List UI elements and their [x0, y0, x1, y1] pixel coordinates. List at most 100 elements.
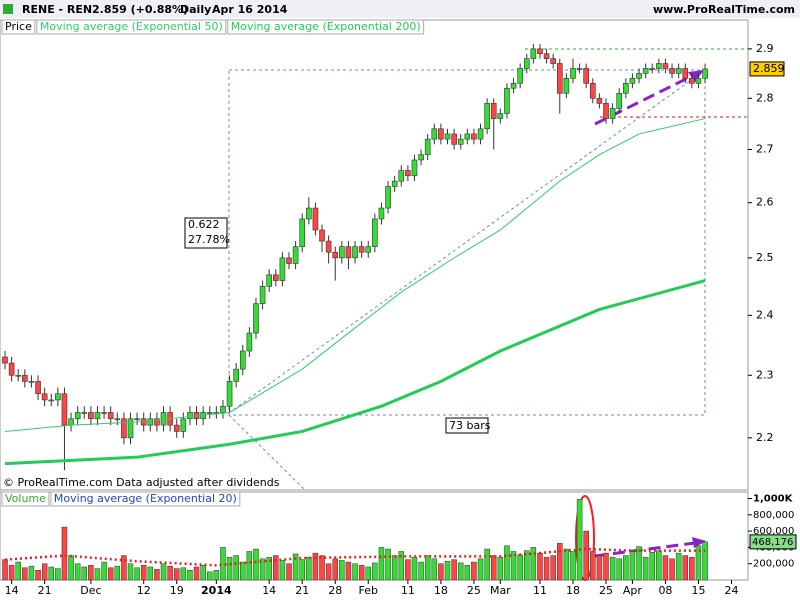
volume-bar	[286, 563, 292, 581]
site: www.ProRealTime.com	[653, 3, 795, 16]
candle-body	[702, 68, 708, 79]
volume-bar	[94, 568, 101, 581]
candle-body	[550, 58, 556, 64]
candle-body	[286, 257, 292, 264]
x-tick-label: 21	[38, 584, 52, 597]
volume-bar	[695, 545, 702, 581]
candle-body	[94, 412, 101, 420]
volume-bar	[140, 565, 147, 581]
volume-bar	[596, 555, 603, 581]
volume-bar	[41, 563, 48, 581]
volume-bar	[391, 555, 398, 581]
volume-bar	[490, 555, 497, 581]
volume-bar	[292, 553, 299, 581]
volume-bar	[147, 566, 154, 581]
candle-body	[616, 92, 623, 109]
x-tick-label: Feb	[359, 584, 378, 597]
volume-bar	[550, 555, 556, 581]
volume-bar	[187, 569, 193, 581]
candle-body	[556, 63, 563, 94]
volume-bar	[649, 552, 655, 581]
volume-bar	[590, 551, 596, 581]
change: 2.859 (+0.88%)	[92, 3, 188, 16]
volume-bar	[372, 562, 378, 581]
volume-bar	[385, 548, 391, 581]
arrow-head	[688, 70, 704, 82]
y-tick-label: 2.5	[756, 251, 774, 264]
candle-body	[279, 257, 286, 281]
candle-body	[444, 133, 451, 140]
candle-body	[477, 128, 484, 140]
volume-bar	[464, 565, 471, 581]
volume-bar	[22, 567, 28, 581]
candle-body	[206, 412, 213, 414]
volume-bar	[68, 555, 74, 581]
volume-bar	[193, 566, 200, 581]
x-tick-label: 11	[401, 584, 415, 597]
x-tick-label: 28	[328, 584, 342, 597]
volume-bar	[167, 565, 173, 581]
x-tick-label: 15	[691, 584, 705, 597]
candle-body	[81, 412, 88, 414]
candle-body	[504, 87, 510, 114]
candle-body	[609, 108, 616, 119]
volume-bar	[332, 558, 338, 581]
legend-entry: Moving average (Exponential 200)	[231, 20, 421, 33]
candle-body	[48, 399, 55, 402]
volume-bar	[88, 565, 94, 581]
volume-bar	[517, 554, 523, 581]
volume-bar	[444, 561, 451, 581]
volume-bar	[226, 556, 233, 581]
volume-bar	[121, 555, 127, 581]
measure-diagonal	[228, 69, 706, 414]
volume-bar	[675, 552, 682, 581]
candle-body	[15, 374, 22, 377]
volume-bar	[160, 563, 167, 581]
candle-body	[319, 229, 325, 242]
x-tick-label: 25	[599, 584, 613, 597]
candle-body	[378, 207, 385, 220]
candle-body	[537, 48, 543, 55]
candle-body	[312, 207, 319, 231]
y-tick-label: 2.7	[756, 143, 774, 156]
volume-bar	[623, 555, 629, 581]
candle-body	[497, 113, 504, 119]
candle-body	[233, 368, 239, 382]
legend-entry: Moving average (Exponential 20)	[54, 492, 237, 505]
volume-bar	[662, 555, 669, 581]
candle-body	[121, 418, 127, 439]
volume-bar	[213, 569, 220, 581]
candle-body	[55, 393, 61, 401]
volume-bar	[609, 556, 616, 581]
moving-average	[4, 118, 706, 432]
legend-entry: Volume	[5, 492, 46, 505]
candle-body	[583, 68, 589, 84]
legend-box	[36, 19, 227, 35]
candle-body	[127, 418, 134, 439]
measure-box	[228, 69, 706, 416]
volume-bar	[312, 552, 319, 581]
candle-body	[88, 412, 94, 420]
y-tick-label: 2.2	[756, 431, 774, 444]
volume-bar	[259, 558, 266, 581]
volume-bar	[15, 561, 21, 581]
volume-bar	[471, 561, 477, 581]
candle-body	[239, 350, 246, 370]
candle-body	[61, 393, 68, 426]
volume-bar	[299, 559, 305, 581]
candle-body	[431, 128, 438, 140]
volume-bar	[563, 548, 570, 581]
volume-bar	[689, 556, 695, 581]
volume-bar	[603, 552, 609, 581]
candle-body	[365, 246, 372, 253]
x-tick-label: Dec	[80, 584, 101, 597]
candle-body	[570, 68, 576, 79]
volume-bar	[451, 559, 457, 581]
candle-body	[41, 393, 48, 401]
candle-body	[398, 170, 405, 182]
candle-body	[253, 303, 259, 334]
measure-value: 0.622	[188, 218, 220, 231]
last-volume-tag	[749, 534, 797, 550]
